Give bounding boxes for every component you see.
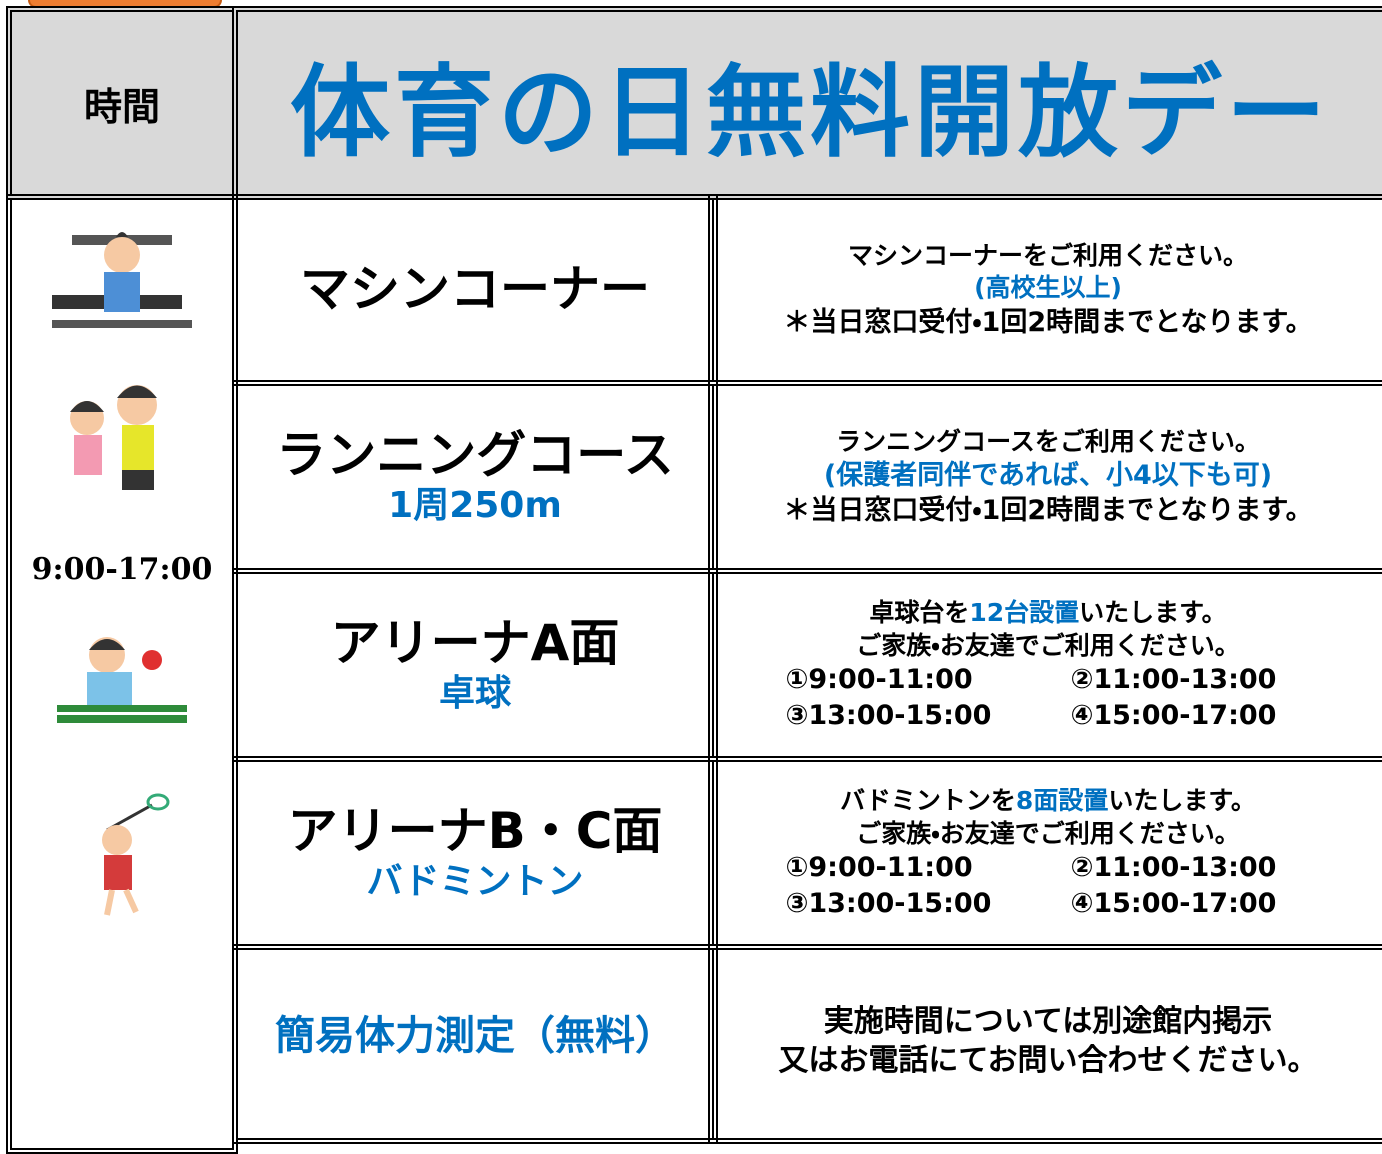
text: 卓球台を [869,598,970,628]
desc-line: ランニングコースをご利用ください。 [836,426,1260,456]
desc-line: ＊当日窓口受付・1回2時間までとなります。 [783,306,1313,338]
row-name-cell: マシンコーナー [232,194,718,386]
desc-line: 卓球台を12台設置いたします。 [869,597,1226,630]
desc-line: バドミントンを8面設置いたします。 [840,785,1256,818]
row-sub: 卓球 [438,673,511,715]
row-desc-cell: 卓球台を12台設置いたします。 ご家族・お友達でご利用ください。 ①9:00-1… [708,568,1382,762]
row-name-cell: アリーナA面 卓球 [232,568,718,762]
time-label: 時間 [83,84,160,129]
text: いたします。 [1108,786,1256,816]
desc-line: (保護者同伴であれば、小4以下も可) [823,460,1273,492]
row-name: アリーナB・C面 [287,801,663,860]
desc-line: ご家族・お友達でご利用ください。 [856,818,1240,848]
row-name: 簡易体力測定（無料） [275,1013,675,1059]
row-desc-cell: 実施時間については別途館内掲示 又はお電話にてお問い合わせください。 [708,944,1382,1144]
row-name: アリーナA面 [330,613,620,672]
row-sub: バドミントン [366,861,584,903]
highlight: 8面設置 [1015,786,1109,816]
slot: ③13:00-15:00 [785,887,992,919]
table-tennis-illustration [57,637,187,723]
time-column: 9:00-17:00 [6,194,238,1154]
row-desc-cell: バドミントンを8面設置いたします。 ご家族・お友達でご利用ください。 ①9:00… [708,756,1382,950]
row-desc-cell: ランニングコースをご利用ください。 (保護者同伴であれば、小4以下も可) ＊当日… [708,380,1382,574]
document: 時間 体育の日無料開放デー 9:00-17:00 マシンコーナー マシンコーナー… [6,0,1382,1154]
slot: ①9:00-11:00 [785,852,973,884]
header-time-cell: 時間 [6,6,238,200]
slots: ①9:00-11:00 ②11:00-13:00 ③13:00-15:00 ④15:… [786,850,1311,920]
row-name: ランニングコース [276,425,674,484]
row-sub: 1周250m [388,485,562,527]
running-illustration [70,385,157,490]
desc-line: 又はお電話にてお問い合わせください。 [778,1043,1318,1078]
row-desc-cell: マシンコーナーをご利用ください。 (高校生以上) ＊当日窓口受付・1回2時間まで… [708,194,1382,386]
desc-line: 実施時間については別途館内掲示 [823,1004,1273,1039]
row-name-cell: 簡易体力測定（無料） [232,944,718,1144]
row-name-cell: ランニングコース 1周250m [232,380,718,574]
slot: ③13:00-15:00 [785,699,992,731]
desc-line: ＊当日窓口受付・1回2時間までとなります。 [783,495,1313,527]
highlight: 12台設置 [969,598,1080,628]
desc-line: (高校生以上) [974,273,1122,303]
row-name: マシンコーナー [300,260,650,319]
time: 9:00-17:00 [31,552,213,587]
text: バドミントンを [840,786,1016,816]
header-title-cell: 体育の日無料開放デー [232,6,1382,200]
machine-illustration [52,232,192,328]
text: いたします。 [1079,598,1227,628]
slot: ④15:00-17:00 [1070,887,1277,919]
slots: ①9:00-11:00 ②11:00-13:00 ③13:00-15:00 ④15:… [786,662,1311,732]
row-name-cell: アリーナB・C面 バドミントン [232,756,718,950]
slot: ①9:00-11:00 [785,664,973,696]
title: 体育の日無料開放デー [290,53,1330,171]
slot: ④15:00-17:00 [1070,699,1277,731]
illustrations [52,232,192,916]
slot: ②11:00-13:00 [1070,852,1277,884]
desc-line: マシンコーナーをご利用ください。 [847,240,1248,270]
slot: ②11:00-13:00 [1070,664,1277,696]
desc-line: ご家族・お友達でご利用ください。 [856,630,1240,660]
badminton-illustration [102,793,170,916]
page: {"header":{"time_label":"時間","title":"体育… [6,0,1382,1154]
